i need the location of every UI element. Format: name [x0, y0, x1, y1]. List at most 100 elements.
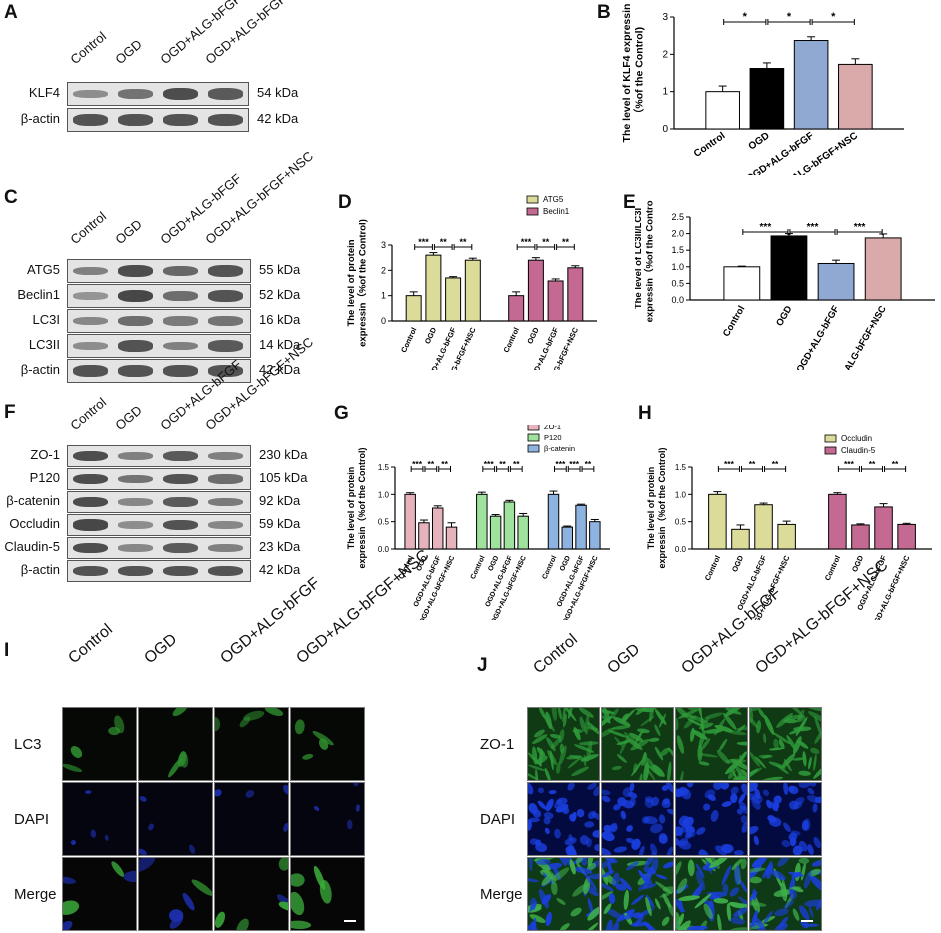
cell-blob [676, 717, 679, 731]
cell-blob [687, 859, 695, 877]
panel-label-h: H [638, 403, 652, 424]
cell-blob [551, 708, 558, 721]
bar [705, 91, 740, 130]
legend-swatch [527, 444, 540, 453]
protein-band [163, 450, 198, 462]
cell-blob [751, 858, 767, 868]
cell-blob [808, 711, 821, 723]
cell-blob [796, 715, 806, 723]
cell-blob [646, 757, 655, 768]
cell-blob [583, 872, 597, 891]
cell-blob [649, 708, 655, 722]
protein-band [118, 89, 153, 99]
cell-blob [528, 858, 533, 872]
bar [851, 524, 870, 550]
cell-blob [750, 867, 766, 873]
cell-blob [730, 793, 738, 804]
cell-blob [529, 914, 546, 923]
protein-band [73, 496, 108, 508]
y-tick-label: 0.5 [378, 518, 390, 527]
significance-marker: * [831, 11, 836, 23]
cell-blob [215, 911, 226, 928]
microscopy-image [62, 707, 137, 781]
bar [777, 523, 796, 550]
cell-blob [687, 708, 701, 712]
cell-blob [644, 798, 654, 808]
microscopy-image [214, 857, 289, 931]
cell-blob [698, 849, 709, 855]
cell-blob [70, 746, 83, 758]
blot-strip [67, 445, 251, 467]
cell-blob [781, 839, 791, 848]
bar [793, 40, 829, 130]
cell-blob [763, 910, 773, 924]
cell-blob [722, 712, 737, 730]
y-tick-label: 0.0 [671, 295, 684, 305]
protein-band [163, 542, 198, 554]
cell-blob [587, 858, 594, 867]
category-label: Control [721, 304, 747, 339]
protein-band [118, 315, 153, 327]
cell-blob [811, 859, 821, 867]
cell-blob [634, 729, 644, 745]
cell-blob [761, 776, 784, 780]
cell-blob [640, 715, 655, 727]
legend-swatch [527, 425, 540, 431]
molecular-weight: 42 kDa [259, 562, 301, 577]
cell-blob [312, 730, 334, 746]
row-label: β-actin [20, 111, 60, 126]
cell-blob [740, 815, 747, 824]
protein-band [208, 265, 243, 277]
legend-label: ATG5 [543, 195, 564, 204]
cell-blob [633, 763, 638, 774]
category-label: Control [692, 130, 728, 160]
cell-blob [602, 847, 611, 855]
cell-blob [543, 816, 551, 825]
cell-blob [722, 883, 729, 894]
significance-marker: *** [807, 222, 819, 233]
cell-blob [654, 724, 661, 736]
cell-blob [291, 873, 305, 887]
cell-blob [562, 708, 567, 722]
bar [749, 68, 785, 130]
cell-blob [179, 751, 189, 768]
molecular-weight: 59 kDa [259, 516, 301, 531]
cell-blob [812, 803, 818, 813]
cell-blob [626, 825, 633, 832]
cell-blob [676, 787, 683, 798]
cell-blob [777, 858, 791, 867]
row-label: LC3 [14, 735, 42, 753]
cell-blob [684, 832, 693, 839]
cell-blob [762, 789, 770, 796]
cell-blob [677, 878, 688, 894]
cell-blob [562, 708, 577, 722]
cell-signal [528, 783, 599, 855]
cell-blob [808, 905, 814, 918]
cell-blob [591, 812, 599, 821]
cell-blob [658, 814, 666, 824]
cell-blob [611, 765, 622, 771]
cell-blob [741, 783, 747, 796]
cell-blob [797, 740, 809, 749]
cell-blob [550, 750, 554, 771]
cell-blob [813, 836, 821, 849]
panel-label-b: B [597, 2, 611, 23]
cell-blob [740, 769, 747, 778]
protein-band [73, 565, 108, 577]
column-label: OGD [141, 630, 181, 668]
molecular-weight: 14 kDa [259, 337, 301, 352]
panel-label-e: E [623, 192, 636, 213]
category-label: OGD+ALG-bFGF [795, 304, 842, 370]
cell-blob [750, 768, 759, 780]
cell-blob [667, 761, 672, 780]
protein-band [208, 340, 243, 352]
chart-d: 0 1 2 3 The level of protein expressin（%of th… [346, 195, 597, 370]
cell-blob [750, 783, 758, 792]
cell-blob [753, 835, 759, 846]
cell-signal [314, 783, 360, 830]
cell-blob [737, 724, 746, 733]
cell-blob [532, 734, 548, 745]
cell-blob [676, 911, 681, 930]
cell-blob [720, 783, 730, 790]
protein-band [73, 292, 108, 300]
